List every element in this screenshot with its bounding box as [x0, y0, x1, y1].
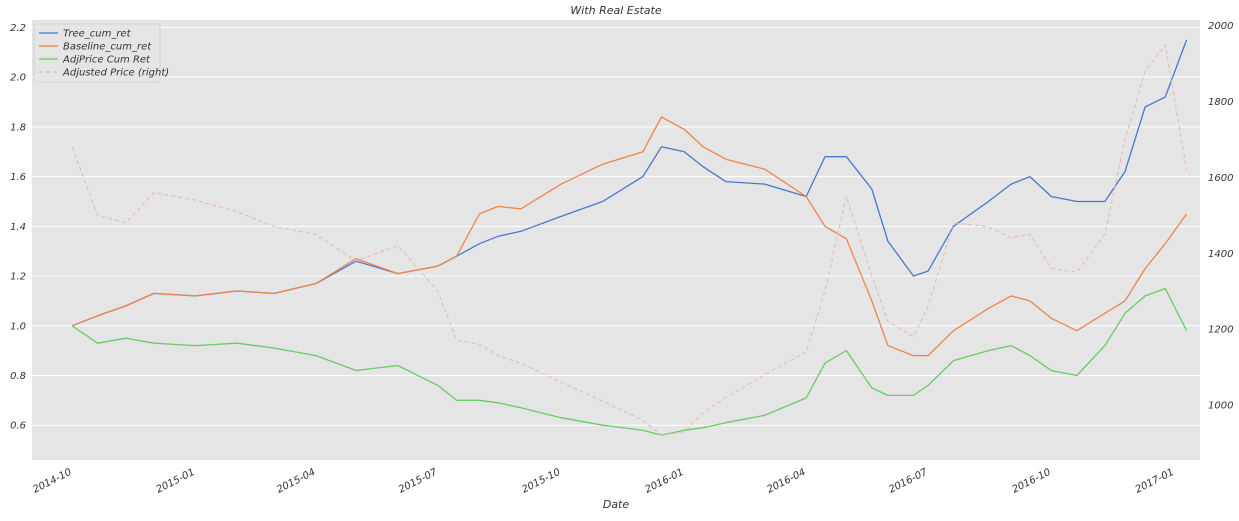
- grid: [32, 26, 1200, 426]
- legend-label-3: Adjusted Price (right): [62, 68, 169, 79]
- x-tick-label-9: 2017-01: [1134, 467, 1176, 496]
- series-line-3: [71, 44, 1188, 436]
- y-right-tick-label-1: 1200: [1208, 325, 1233, 336]
- y-tick-label-5: 1.6: [10, 172, 26, 183]
- y-tick-label-1: 0.8: [10, 371, 26, 382]
- legend-label-0: Tree_cum_ret: [63, 29, 132, 40]
- legend-label-2: AdjPrice Cum Ret: [62, 55, 151, 66]
- y-tick-label-8: 2.2: [10, 23, 26, 34]
- x-tick-label-3: 2015-07: [397, 467, 440, 496]
- x-tick-label-0: 2014-10: [31, 467, 73, 496]
- y-right-tick-label-2: 1400: [1208, 249, 1233, 260]
- x-tick-label-6: 2016-04: [765, 467, 807, 496]
- chart-title: With Real Estate: [570, 4, 661, 17]
- series-line-1: [71, 116, 1188, 357]
- y-tick-label-6: 1.8: [10, 122, 26, 133]
- x-axis-label: Date: [603, 498, 630, 511]
- series-layer: [71, 39, 1188, 436]
- series-line-2: [71, 287, 1188, 436]
- y-tick-label-7: 2.0: [10, 73, 26, 84]
- legend: Tree_cum_ret Baseline_cum_ret AdjPrice Cum…: [33, 23, 169, 83]
- x-tick-label-7: 2016-07: [887, 467, 930, 496]
- y-right-tick-label-5: 2000: [1208, 21, 1233, 32]
- x-tick-label-1: 2015-01: [155, 467, 197, 496]
- y-right-tick-label-3: 1600: [1208, 173, 1233, 184]
- y-tick-label-3: 1.2: [10, 272, 26, 283]
- x-tick-label-5: 2016-01: [643, 467, 685, 496]
- y-tick-label-2: 1.0: [10, 321, 26, 332]
- x-tick-label-8: 2016-10: [1010, 467, 1052, 496]
- plot-background: [32, 20, 1200, 460]
- x-tick-label-4: 2015-10: [520, 467, 562, 496]
- y-tick-label-4: 1.4: [10, 222, 26, 233]
- y-right-tick-label-4: 1800: [1208, 97, 1233, 108]
- y-tick-label-0: 0.6: [10, 421, 26, 432]
- legend-label-1: Baseline_cum_ret: [63, 42, 152, 53]
- y-right-tick-label-0: 1000: [1208, 401, 1233, 412]
- legend-box: [33, 23, 161, 83]
- x-tick-label-2: 2015-04: [275, 467, 317, 496]
